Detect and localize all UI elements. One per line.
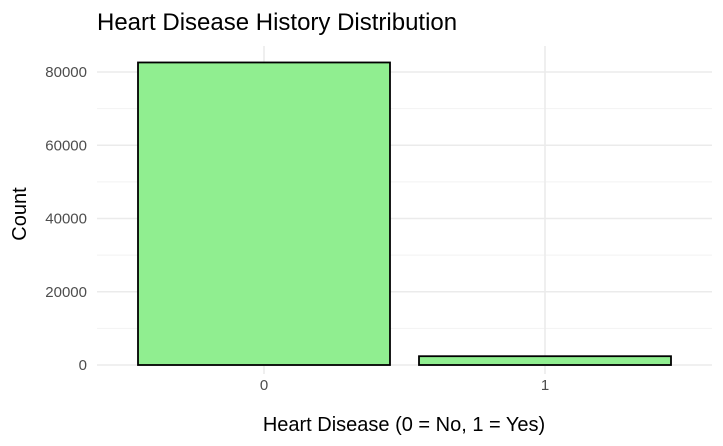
bar-0	[137, 61, 391, 366]
x-axis-label: Heart Disease (0 = No, 1 = Yes)	[263, 414, 545, 436]
y-tick-label: 40000	[45, 211, 87, 228]
x-tick-label: 1	[541, 377, 549, 394]
bar-1	[418, 355, 672, 366]
y-axis-label: Count	[9, 187, 31, 241]
chart-title: Heart Disease History Distribution	[97, 9, 457, 36]
x-tick-label: 0	[260, 377, 268, 394]
y-tick-label: 20000	[45, 284, 87, 301]
bars-layer	[137, 61, 672, 366]
ticks-layer: 0 20000 40000 60000 80000 0 1	[45, 64, 549, 394]
y-tick-label: 60000	[45, 137, 87, 154]
y-tick-label: 80000	[45, 64, 87, 81]
y-tick-label: 0	[79, 357, 87, 374]
